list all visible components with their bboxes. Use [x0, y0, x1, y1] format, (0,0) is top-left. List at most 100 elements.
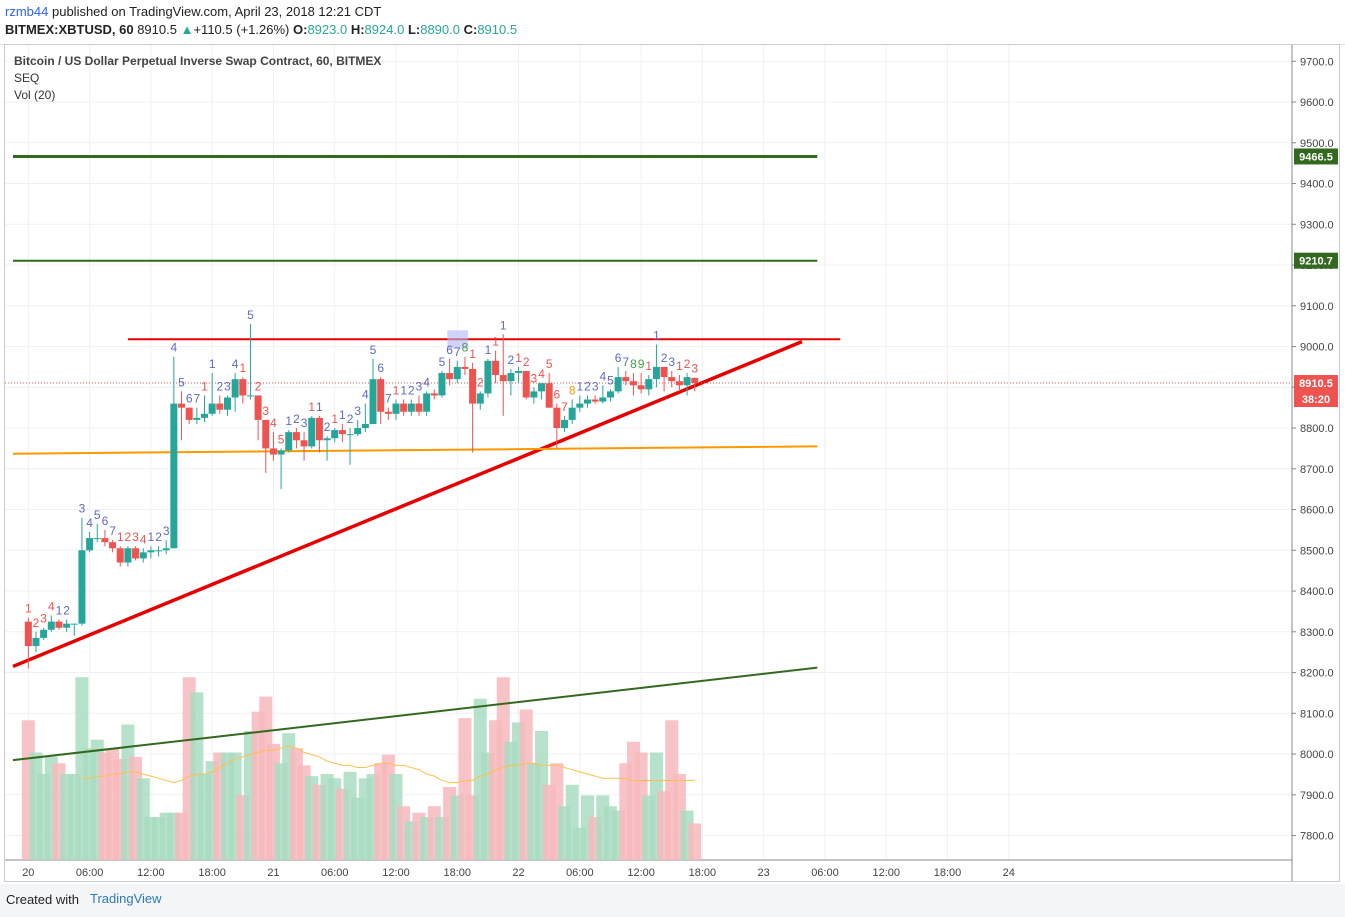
candle-body	[216, 403, 224, 410]
candle-body	[323, 438, 331, 441]
candle-body	[453, 366, 461, 380]
seq-count-label: 3	[224, 379, 231, 393]
price-change: +110.5 (+1.26%)	[193, 22, 290, 37]
seq-count-label: 3	[301, 416, 308, 430]
seq-count-label: 3	[416, 379, 423, 393]
seq-count-label: 5	[94, 508, 101, 522]
price-tick-label: 9600.0	[1300, 97, 1334, 109]
price-tick-label: 9500.0	[1300, 138, 1334, 150]
time-tick-label: 20	[22, 867, 34, 879]
footer: Created with TradingView	[0, 884, 1345, 917]
time-tick-label: 18:00	[689, 867, 717, 879]
candle-body	[675, 381, 683, 386]
price-tick-label: 9400.0	[1300, 179, 1334, 191]
price-tick-label: 8800.0	[1300, 423, 1334, 435]
seq-count-label: 1	[331, 412, 338, 426]
candle-body	[40, 629, 48, 638]
candle-body	[139, 552, 147, 559]
seq-count-label: 5	[607, 373, 614, 387]
seq-count-label: 4	[140, 532, 147, 546]
author-link[interactable]: rzmb44	[5, 4, 49, 19]
seq-count-label: 2	[661, 351, 668, 365]
chart-area[interactable]: 9700.09600.09500.09400.09300.09200.09100…	[4, 44, 1340, 882]
candle-body	[63, 623, 71, 628]
indicator-volume[interactable]: Vol (20)	[14, 88, 56, 102]
candle-body	[354, 428, 362, 435]
seq-count-label: 3	[262, 404, 269, 418]
publish-line: rzmb44 published on TradingView.com, Apr…	[5, 4, 381, 19]
price-tick-label: 8700.0	[1300, 464, 1334, 476]
seq-count-label: 1	[308, 400, 315, 414]
candle-body	[93, 538, 101, 540]
candle-body	[461, 366, 469, 369]
price-tick-label: 7900.0	[1300, 790, 1334, 802]
close-label: C:	[463, 22, 478, 37]
tradingview-logo[interactable]: TradingView	[90, 891, 162, 906]
candle-body	[285, 432, 293, 451]
seq-count-label: 2	[684, 357, 691, 371]
symbol-label[interactable]: BITMEX:XBTUSD, 60	[5, 22, 134, 37]
seq-count-label: 8	[630, 357, 637, 371]
volume-ma-line	[81, 745, 695, 784]
price-tick-label: 8300.0	[1300, 627, 1334, 639]
seq-count-label: 9	[638, 357, 645, 371]
candle-body	[185, 407, 193, 420]
time-tick-label: 18:00	[198, 867, 226, 879]
candle-body	[361, 423, 369, 429]
candle-body	[423, 393, 431, 412]
price-tick-label: 8500.0	[1300, 545, 1334, 557]
candle-body	[476, 393, 484, 404]
seq-count-label: 3	[163, 524, 170, 538]
seq-count-label: 3	[592, 379, 599, 393]
open-value: 8923.0	[307, 22, 348, 37]
orange-support-line	[12, 445, 818, 455]
time-tick-label: 12:00	[627, 867, 655, 879]
candle-body	[170, 403, 178, 549]
candle-body	[147, 550, 155, 553]
candle-body	[162, 548, 170, 551]
indicator-seq[interactable]: SEQ	[14, 71, 40, 85]
seq-count-label: 2	[584, 379, 591, 393]
candle-body	[178, 403, 186, 408]
countdown-label: 38:20	[1302, 394, 1330, 406]
seq-count-label: 1	[492, 335, 499, 349]
price-badge-label: 8910.5	[1299, 378, 1333, 390]
seq-count-label: 6	[186, 392, 193, 406]
candle-body	[277, 450, 285, 455]
candle-body	[576, 403, 584, 408]
seq-count-label: 6	[446, 343, 453, 357]
seq-count-label: 1	[400, 384, 407, 398]
price-badge	[1294, 375, 1338, 392]
seq-count-label: 7	[454, 345, 461, 359]
candle-body	[116, 548, 124, 563]
candle-body	[584, 399, 591, 404]
candle-body	[438, 373, 446, 396]
seq-count-label: 1	[148, 530, 155, 544]
open-label: O:	[292, 22, 308, 37]
seq-count-label: 1	[201, 379, 208, 393]
seq-count-label: 1	[515, 351, 522, 365]
time-tick-label: 24	[1003, 867, 1015, 879]
seq-count-label: 1	[209, 357, 216, 371]
seq-count-label: 4	[599, 369, 606, 383]
seq-count-label: 5	[546, 357, 553, 371]
candle-body	[637, 385, 645, 390]
seq-count-label: 1	[393, 384, 400, 398]
seq-count-label: 4	[423, 375, 430, 389]
price-tick-label: 9100.0	[1300, 301, 1334, 313]
candle-body	[599, 397, 607, 402]
price-chart-svg[interactable]: 9700.09600.09500.09400.09300.09200.09100…	[5, 45, 1339, 881]
price-tick-label: 8100.0	[1300, 708, 1334, 720]
seq-count-label: 3	[691, 362, 698, 376]
seq-count-label: 5	[439, 355, 446, 369]
candle-body	[331, 430, 339, 439]
publish-info: published on TradingView.com, April 23, …	[51, 4, 382, 19]
seq-count-label: 3	[531, 371, 538, 385]
seq-count-label: 3	[354, 404, 361, 418]
candle-body	[70, 623, 78, 625]
candle-body	[300, 440, 308, 447]
candle-body	[660, 366, 668, 378]
volume-bar	[688, 823, 702, 860]
candle-body	[591, 399, 599, 402]
seq-count-label: 2	[293, 412, 300, 426]
